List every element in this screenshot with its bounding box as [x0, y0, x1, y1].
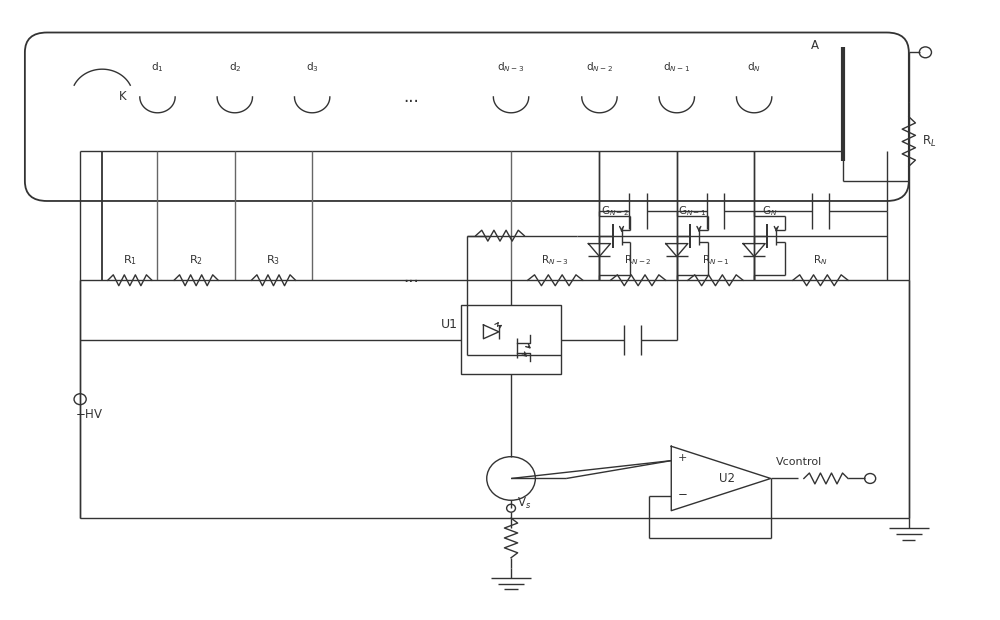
Text: U1: U1: [441, 318, 458, 331]
Text: ...: ...: [404, 268, 419, 286]
Text: G$_{N-1}$: G$_{N-1}$: [678, 204, 706, 218]
Text: A: A: [811, 39, 819, 52]
Text: $-$HV: $-$HV: [75, 407, 103, 420]
Text: R$_L$: R$_L$: [922, 134, 936, 149]
Text: G$_{N-2}$: G$_{N-2}$: [601, 204, 629, 218]
Text: $-$: $-$: [677, 486, 688, 499]
Text: d$_1$: d$_1$: [151, 60, 164, 74]
Bar: [461, 305, 561, 374]
Text: R$_{N-3}$: R$_{N-3}$: [541, 254, 569, 267]
Text: U2: U2: [719, 472, 735, 485]
Text: d$_{N-2}$: d$_{N-2}$: [586, 60, 613, 74]
Text: R$_{N-2}$: R$_{N-2}$: [624, 254, 652, 267]
Text: V$_s$: V$_s$: [517, 496, 531, 511]
Text: Vcontrol: Vcontrol: [776, 456, 822, 467]
Text: d$_2$: d$_2$: [229, 60, 241, 74]
Text: +: +: [678, 453, 687, 463]
Text: d$_3$: d$_3$: [306, 60, 319, 74]
Text: G$_N$: G$_N$: [762, 204, 777, 218]
Text: R$_{N-1}$: R$_{N-1}$: [702, 254, 729, 267]
Text: d$_{N-3}$: d$_{N-3}$: [497, 60, 525, 74]
Text: R$_1$: R$_1$: [123, 254, 137, 267]
Text: d$_N$: d$_N$: [747, 60, 761, 74]
Text: R$_2$: R$_2$: [189, 254, 203, 267]
Text: R$_3$: R$_3$: [266, 254, 281, 267]
Text: d$_{N-1}$: d$_{N-1}$: [663, 60, 690, 74]
Text: R$_N$: R$_N$: [813, 254, 828, 267]
Text: K: K: [119, 91, 126, 104]
Text: ...: ...: [404, 88, 419, 106]
